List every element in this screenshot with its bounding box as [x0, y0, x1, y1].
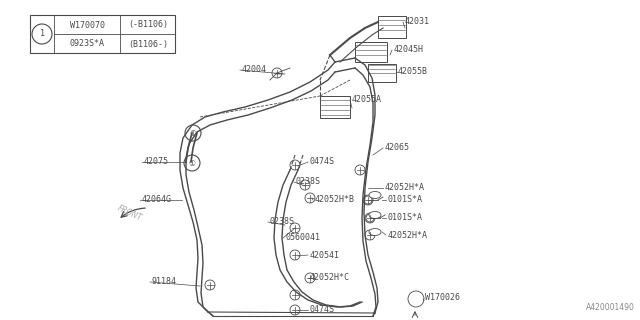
- Text: 0101S*A: 0101S*A: [388, 213, 423, 222]
- Text: (-B1106): (-B1106): [128, 20, 168, 29]
- Circle shape: [290, 290, 300, 300]
- Circle shape: [272, 68, 282, 78]
- Circle shape: [185, 125, 201, 141]
- Circle shape: [290, 305, 300, 315]
- Text: FRONT: FRONT: [116, 204, 144, 223]
- Text: 42052H*B: 42052H*B: [315, 196, 355, 204]
- Text: 0560041: 0560041: [285, 234, 320, 243]
- Text: W170026: W170026: [425, 293, 460, 302]
- Text: 0238S: 0238S: [270, 218, 295, 227]
- Text: 0238S: 0238S: [296, 178, 321, 187]
- Circle shape: [300, 180, 310, 190]
- Circle shape: [408, 291, 424, 307]
- Circle shape: [290, 160, 300, 170]
- Text: (B1106-): (B1106-): [128, 39, 168, 49]
- Circle shape: [365, 213, 375, 223]
- Text: 91184: 91184: [152, 277, 177, 286]
- Circle shape: [366, 214, 374, 222]
- Bar: [355, 42, 387, 62]
- Text: 42075: 42075: [144, 157, 169, 166]
- Bar: [368, 64, 396, 82]
- Circle shape: [32, 24, 52, 44]
- Text: W170070: W170070: [70, 20, 104, 29]
- Text: 42045H: 42045H: [394, 45, 424, 54]
- Ellipse shape: [369, 212, 381, 219]
- Circle shape: [364, 196, 372, 204]
- Text: 0474S: 0474S: [310, 306, 335, 315]
- Circle shape: [305, 273, 315, 283]
- Text: ①: ①: [189, 129, 196, 138]
- Text: 42064G: 42064G: [142, 196, 172, 204]
- Text: ①: ①: [189, 158, 195, 167]
- Text: 42004: 42004: [242, 66, 267, 75]
- Text: 42052H*A: 42052H*A: [388, 230, 428, 239]
- Circle shape: [363, 195, 373, 205]
- Text: 42031: 42031: [405, 18, 430, 27]
- Circle shape: [355, 165, 365, 175]
- Ellipse shape: [369, 228, 381, 236]
- Text: 42054I: 42054I: [310, 251, 340, 260]
- Text: 1: 1: [40, 29, 45, 38]
- Text: 42055A: 42055A: [352, 95, 382, 105]
- Text: 42052H*C: 42052H*C: [310, 274, 350, 283]
- Bar: [378, 16, 406, 38]
- Text: 42052H*A: 42052H*A: [385, 183, 425, 193]
- Text: 42065: 42065: [385, 143, 410, 153]
- Text: A420001490: A420001490: [586, 303, 635, 312]
- Bar: [320, 96, 350, 118]
- Circle shape: [184, 155, 200, 171]
- Circle shape: [305, 193, 315, 203]
- Ellipse shape: [369, 191, 381, 198]
- Text: 0474S: 0474S: [310, 157, 335, 166]
- Text: 42055B: 42055B: [398, 68, 428, 76]
- Circle shape: [365, 230, 375, 240]
- Circle shape: [205, 280, 215, 290]
- Circle shape: [290, 250, 300, 260]
- Bar: [30, 15, 175, 53]
- Circle shape: [290, 223, 300, 233]
- Text: 0101S*A: 0101S*A: [388, 196, 423, 204]
- Text: 0923S*A: 0923S*A: [70, 39, 104, 49]
